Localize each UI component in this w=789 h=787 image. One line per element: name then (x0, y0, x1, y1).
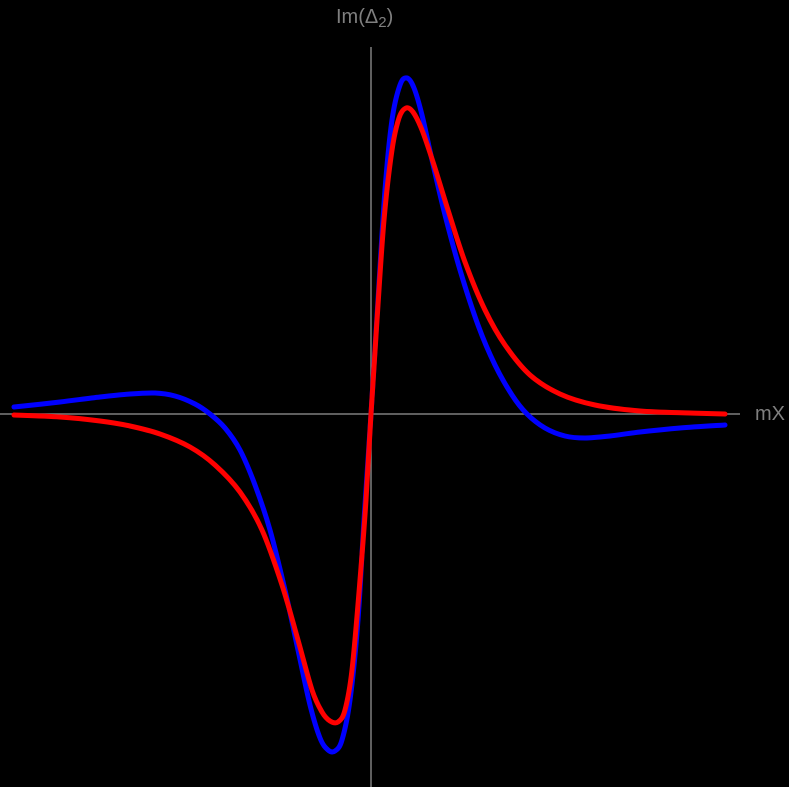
red-curve (11, 105, 728, 726)
y-axis-label: Im(Δ2) (336, 6, 394, 31)
x-axis-label: mX (755, 403, 785, 425)
